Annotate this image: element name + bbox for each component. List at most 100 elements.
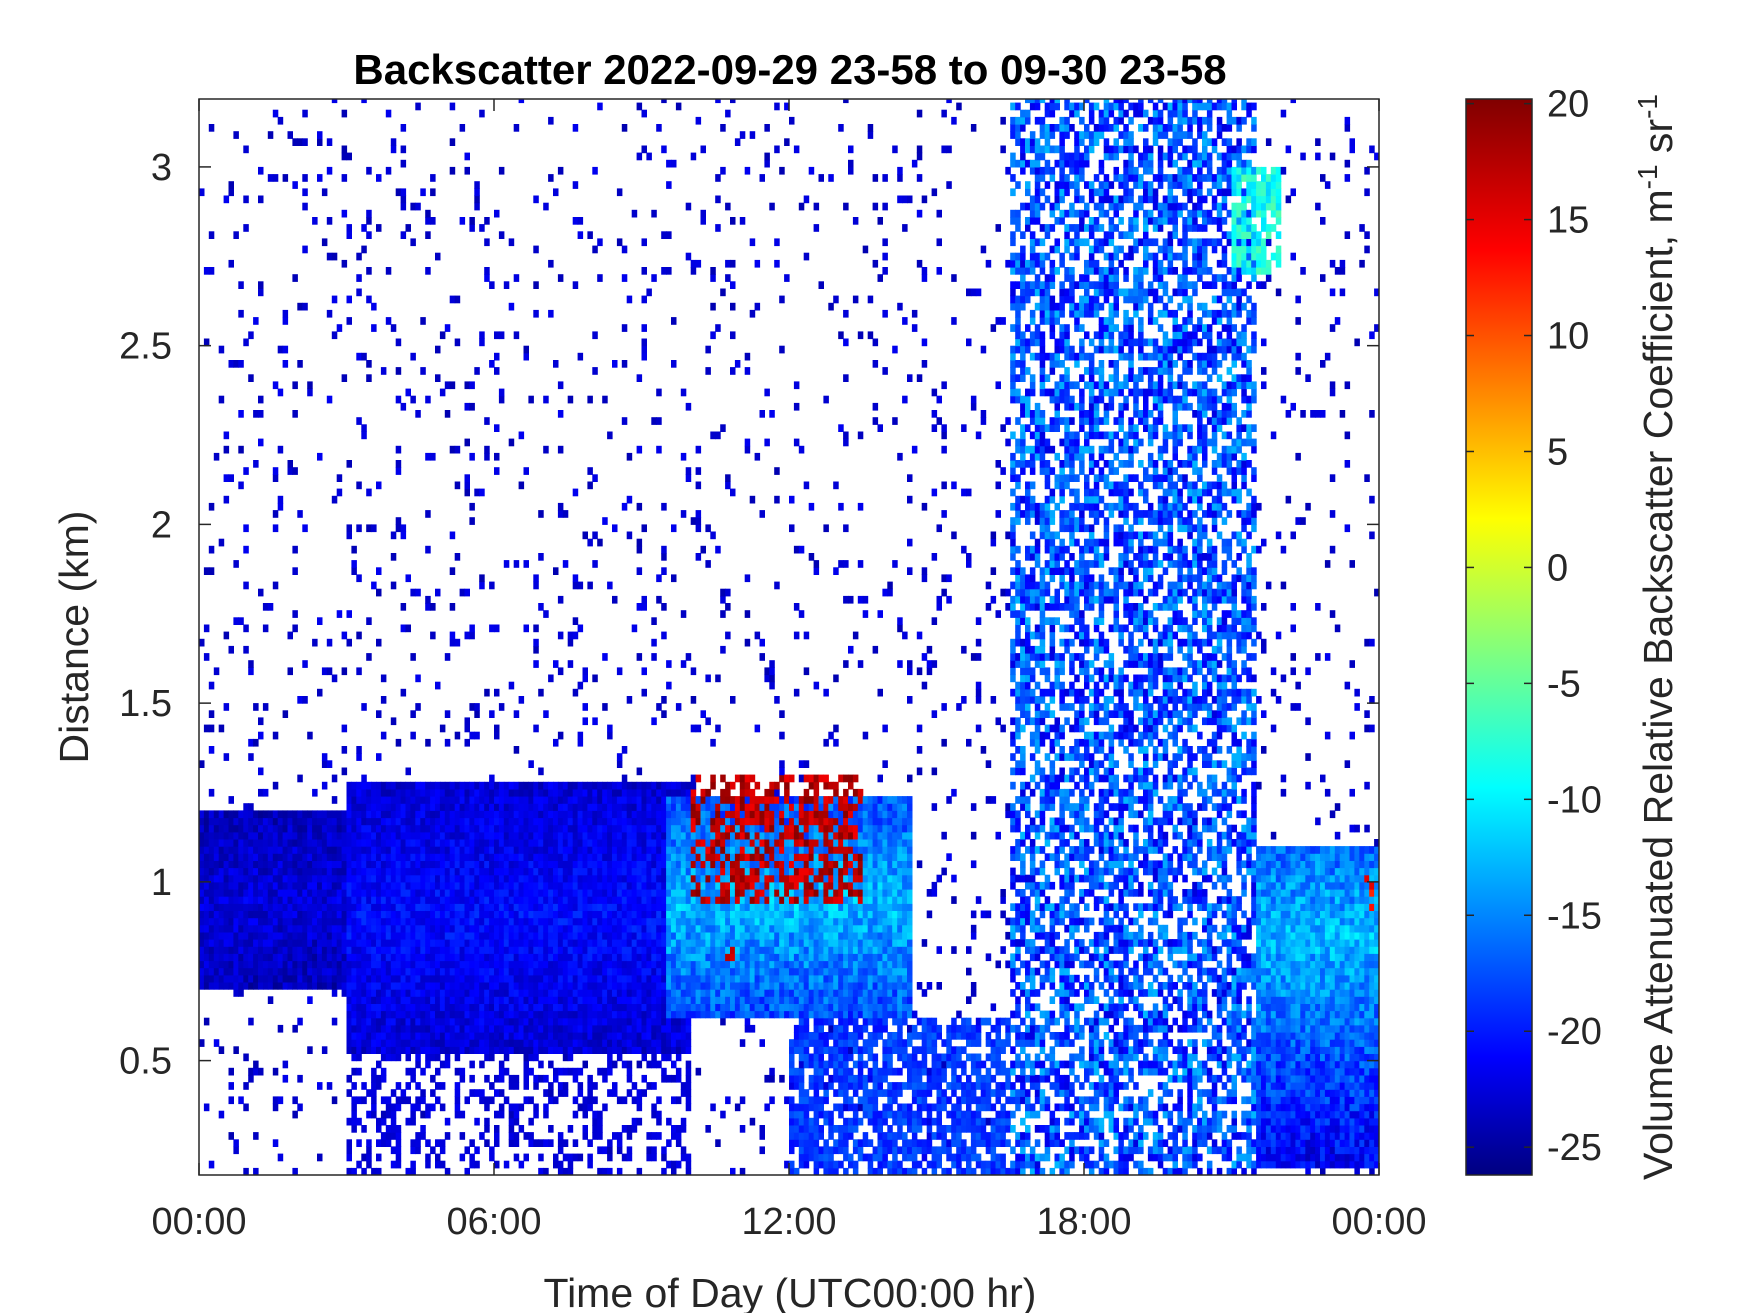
heatmap-cell [371,1167,377,1175]
heatmap-cell [479,967,485,976]
heatmap-cell [612,967,618,976]
heatmap-cell [494,1010,500,1019]
heatmap-cell [321,896,328,904]
heatmap-cell [302,896,308,904]
heatmap-cell [503,281,510,289]
heatmap-cell [641,788,647,797]
heatmap-cell [272,731,279,740]
heatmap-cell [651,1017,657,1026]
heatmap-cell [425,1024,431,1033]
heatmap-cell [518,1010,525,1019]
heatmap-cell [287,460,293,468]
heatmap-cell [607,831,613,840]
heatmap-cell [479,896,485,904]
heatmap-cell [572,817,579,826]
heatmap-cell [326,896,333,904]
heatmap-cell [621,946,628,954]
heatmap-cell [253,1067,259,1076]
heatmap-cell [469,917,475,926]
heatmap-cell [523,839,529,847]
heatmap-cell [700,788,706,797]
heatmap-cell [346,910,352,919]
heatmap-cell [449,996,456,1004]
heatmap-cell [262,917,269,926]
heatmap-cell [567,989,574,997]
heatmap-cell [292,381,298,390]
heatmap-cell [282,1074,289,1083]
heatmap-cell [385,267,392,275]
heatmap-cell [253,410,259,418]
heatmap-cell [395,803,402,811]
heatmap-cell [258,810,264,819]
heatmap-cell [366,796,372,804]
heatmap-cell [282,931,289,940]
heatmap-cell [484,917,490,926]
heatmap-cell [656,1003,662,1012]
heatmap-cell [425,395,431,404]
heatmap-cell [548,116,554,125]
heatmap-cell [213,810,220,819]
heatmap-cell [341,960,348,969]
heatmap-cell [621,903,628,911]
heatmap-cell [435,810,441,819]
heatmap-cell [410,824,416,833]
heatmap-cell [297,924,303,933]
heatmap-cell [233,982,239,990]
heatmap-cell [494,467,500,475]
heatmap-cell [258,731,264,740]
heatmap-cell [675,860,682,869]
heatmap-cell [567,953,574,962]
heatmap-cell [430,931,436,940]
heatmap-cell [199,881,205,890]
heatmap-cell [405,903,411,911]
heatmap-cell [695,1067,702,1076]
heatmap-cell [607,803,613,811]
heatmap-cell [739,989,746,997]
heatmap-cell [685,1060,692,1069]
heatmap-cell [592,1024,598,1033]
heatmap-cell [513,1117,520,1126]
heatmap-cell [351,1103,357,1112]
heatmap-cell [356,524,362,533]
heatmap-cell [528,889,534,897]
heatmap-cell [685,989,692,997]
heatmap-cell [238,481,244,490]
heatmap-cell [341,974,348,983]
heatmap-cell [538,917,544,926]
heatmap-cell [380,731,387,740]
heatmap-cell [336,896,343,904]
heatmap-cell [400,1089,407,1097]
heatmap-cell [430,1089,436,1097]
heatmap-cell [651,931,657,940]
heatmap-cell [631,1024,638,1033]
heatmap-cell [680,452,687,461]
heatmap-cell [366,360,372,368]
heatmap-cell [410,1160,416,1169]
heatmap-cell [449,781,456,790]
heatmap-cell [513,1110,520,1119]
heatmap-cell [385,931,392,940]
heatmap-cell [449,867,456,876]
heatmap-cell [218,910,225,919]
heatmap-cell [435,839,441,847]
heatmap-cell [361,839,367,847]
heatmap-cell [739,860,746,869]
heatmap-cell [469,1074,475,1083]
heatmap-cell [720,424,726,432]
heatmap-cell [400,982,407,990]
heatmap-cell [695,517,702,525]
heatmap-cell [326,903,333,911]
heatmap-cell [203,824,210,833]
heatmap-cell [597,817,603,826]
heatmap-cell [513,1032,520,1040]
heatmap-cell [410,867,416,876]
heatmap-cell [523,1003,529,1012]
heatmap-cell [666,1074,672,1083]
heatmap-cell [380,1067,387,1076]
heatmap-cell [253,839,259,847]
heatmap-cell [341,839,348,847]
heatmap-cell [449,974,456,983]
heatmap-cell [479,1060,485,1069]
heatmap-cell [567,846,574,854]
heatmap-cell [651,967,657,976]
